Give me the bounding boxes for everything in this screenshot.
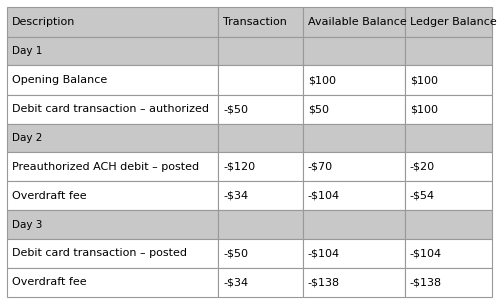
Bar xyxy=(218,152,303,181)
Text: -$104: -$104 xyxy=(308,191,340,201)
Bar xyxy=(218,268,303,297)
Bar xyxy=(7,210,218,239)
Text: -$104: -$104 xyxy=(308,248,340,258)
Text: -$104: -$104 xyxy=(410,248,442,258)
Bar xyxy=(405,7,492,37)
Bar xyxy=(303,37,405,65)
Bar xyxy=(405,65,492,95)
Text: -$20: -$20 xyxy=(410,162,435,171)
Bar xyxy=(303,7,405,37)
Bar xyxy=(218,181,303,210)
Text: Overdraft fee: Overdraft fee xyxy=(12,191,87,201)
Bar xyxy=(7,95,218,124)
Bar xyxy=(303,124,405,152)
Text: -$34: -$34 xyxy=(223,191,248,201)
Text: -$70: -$70 xyxy=(308,162,333,171)
Bar xyxy=(7,239,218,268)
Text: -$120: -$120 xyxy=(223,162,255,171)
Text: Ledger Balance: Ledger Balance xyxy=(410,17,497,27)
Text: Debit card transaction – authorized: Debit card transaction – authorized xyxy=(12,104,209,114)
Bar xyxy=(7,65,218,95)
Bar xyxy=(303,65,405,95)
Bar xyxy=(7,124,218,152)
Bar xyxy=(405,181,492,210)
Bar xyxy=(303,152,405,181)
Bar xyxy=(405,239,492,268)
Text: $100: $100 xyxy=(410,75,438,85)
Bar xyxy=(7,268,218,297)
Bar xyxy=(303,95,405,124)
Bar xyxy=(218,65,303,95)
Bar xyxy=(405,95,492,124)
Bar xyxy=(218,7,303,37)
Bar xyxy=(7,152,218,181)
Bar xyxy=(218,37,303,65)
Bar xyxy=(405,152,492,181)
Bar xyxy=(303,210,405,239)
Text: Day 3: Day 3 xyxy=(12,219,42,230)
Bar xyxy=(405,37,492,65)
Bar xyxy=(303,239,405,268)
Text: Opening Balance: Opening Balance xyxy=(12,75,107,85)
Text: -$54: -$54 xyxy=(410,191,435,201)
Text: $50: $50 xyxy=(308,104,329,114)
Text: $100: $100 xyxy=(308,75,336,85)
Text: Preauthorized ACH debit – posted: Preauthorized ACH debit – posted xyxy=(12,162,199,171)
Text: Overdraft fee: Overdraft fee xyxy=(12,277,87,287)
Bar xyxy=(7,7,218,37)
Text: Day 1: Day 1 xyxy=(12,46,42,56)
Text: Description: Description xyxy=(12,17,75,27)
Bar xyxy=(218,239,303,268)
Bar xyxy=(405,268,492,297)
Text: -$34: -$34 xyxy=(223,277,248,287)
Text: -$138: -$138 xyxy=(410,277,442,287)
Bar xyxy=(405,124,492,152)
Text: Available Balance: Available Balance xyxy=(308,17,407,27)
Bar xyxy=(218,124,303,152)
Text: $100: $100 xyxy=(410,104,438,114)
Bar xyxy=(218,210,303,239)
Text: -$50: -$50 xyxy=(223,248,248,258)
Text: -$138: -$138 xyxy=(308,277,340,287)
Bar xyxy=(7,37,218,65)
Text: Transaction: Transaction xyxy=(223,17,287,27)
Bar xyxy=(405,210,492,239)
Text: -$50: -$50 xyxy=(223,104,248,114)
Bar xyxy=(7,181,218,210)
Text: Day 2: Day 2 xyxy=(12,133,42,143)
Bar xyxy=(218,95,303,124)
Text: Debit card transaction – posted: Debit card transaction – posted xyxy=(12,248,187,258)
Bar xyxy=(303,181,405,210)
Bar xyxy=(303,268,405,297)
